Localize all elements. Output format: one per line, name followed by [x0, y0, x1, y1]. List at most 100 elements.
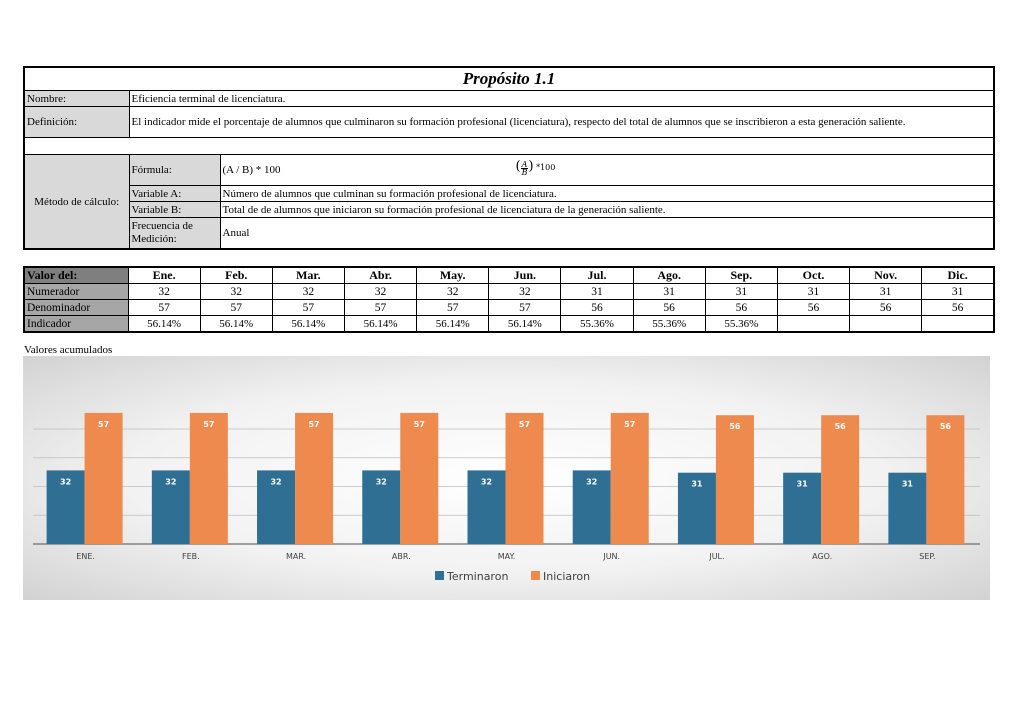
month-header-cell: Nov.: [849, 266, 923, 284]
variable-b-value: Total de de alumnos que iniciaron su for…: [219, 201, 995, 218]
month-header-cell: Mar.: [271, 266, 345, 284]
bar-value-label: 31: [691, 480, 703, 489]
denominador-cell: 57: [343, 299, 418, 316]
indicador-cell: 56.14%: [199, 315, 273, 333]
bar-iniciaron: [84, 412, 123, 544]
numerador-cell: 32: [343, 283, 418, 300]
formula-value: (A / B) * 100: [222, 164, 281, 176]
bar-iniciaron: [189, 412, 228, 544]
denominador-cell: 57: [488, 299, 562, 316]
denominador-cell: 56: [849, 299, 923, 316]
bar-iniciaron: [505, 412, 544, 544]
nombre-value: Eficiencia terminal de licenciatura.: [128, 90, 995, 107]
denominador-label: Denominador: [23, 299, 129, 316]
indicador-cell: [849, 315, 923, 333]
bar-value-label: 56: [940, 422, 952, 431]
x-tick-label: SEP.: [919, 552, 935, 561]
bar-iniciaron: [400, 412, 439, 544]
variable-a-value: Número de alumnos que culminan su formac…: [219, 185, 995, 202]
denominador-cell: 56: [704, 299, 778, 316]
bar-value-label: 32: [270, 477, 281, 486]
bar-value-label: 57: [98, 420, 109, 429]
bar-value-label: 32: [60, 477, 71, 486]
indicador-cell: 55.36%: [704, 315, 778, 333]
indicador-cell: 55.36%: [560, 315, 634, 333]
indicador-cell: 56.14%: [343, 315, 418, 333]
month-header-cell: Jul.: [560, 266, 634, 284]
denominador-cell: 56: [632, 299, 706, 316]
bar-value-label: 32: [376, 477, 387, 486]
frecuencia-value: Anual: [219, 217, 995, 250]
denominador-cell: 56: [776, 299, 851, 316]
bar-value-label: 32: [586, 477, 597, 486]
definicion-value: El indicador mide el porcentaje de alumn…: [128, 106, 995, 138]
legend-label-iniciaron: Iniciaron: [543, 570, 590, 583]
numerador-cell: 32: [199, 283, 273, 300]
variable-a-label: Variable A:: [128, 185, 221, 202]
bar-value-label: 31: [902, 480, 914, 489]
bar-iniciaron: [610, 412, 649, 544]
bar-terminaron: [46, 470, 85, 544]
x-tick-label: AGO.: [812, 552, 832, 561]
bar-terminaron: [783, 472, 822, 544]
indicador-cell: [776, 315, 851, 333]
chart-canvas: 32 57 ENE. 32 57 FEB. 32 57 MAR. 32 57 ABR. 32 57 MAY.…: [33, 412, 980, 583]
legend-label-terminaron: Terminaron: [446, 570, 508, 583]
bar-iniciaron: [295, 412, 334, 544]
bar-terminaron: [572, 470, 611, 544]
numerador-cell: 32: [127, 283, 201, 300]
numerador-label: Numerador: [23, 283, 129, 300]
denominador-cell: 57: [271, 299, 345, 316]
bar-value-label: 56: [835, 422, 847, 431]
bar-value-label: 56: [729, 422, 741, 431]
bar-value-label: 57: [519, 420, 530, 429]
bar-value-label: 57: [203, 420, 214, 429]
denominador-cell: 57: [416, 299, 490, 316]
bar-terminaron: [362, 470, 401, 544]
month-header-cell: Dic.: [921, 266, 995, 284]
indicator-sheet: Propósito 1.1 Nombre: Eficiencia termina…: [23, 66, 995, 333]
x-tick-label: JUN.: [602, 552, 620, 561]
spacer-row: [23, 137, 995, 155]
values-table: Valor del: Ene. Feb. Mar. Abr. May. Jun. Jul. A…: [23, 266, 995, 333]
month-header-cell: Oct.: [776, 266, 851, 284]
numerador-cell: 32: [416, 283, 490, 300]
x-tick-label: MAY.: [498, 552, 516, 561]
legend-swatch-iniciaron: [531, 571, 540, 580]
accumulated-bar-chart: 32 57 ENE. 32 57 FEB. 32 57 MAR. 32 57 ABR. 32 57 MAY.…: [23, 356, 990, 600]
month-header-cell: Feb.: [199, 266, 273, 284]
month-header-cell: Ene.: [127, 266, 201, 284]
metodo-label: Método de cálculo:: [23, 154, 130, 250]
accumulated-values-label: Valores acumulados: [24, 344, 113, 356]
indicator-info-table: Propósito 1.1 Nombre: Eficiencia termina…: [23, 66, 995, 250]
bar-terminaron: [888, 472, 927, 544]
indicador-label: Indicador: [23, 315, 129, 333]
indicador-cell: 56.14%: [271, 315, 345, 333]
indicador-cell: 56.14%: [127, 315, 201, 333]
legend-swatch-terminaron: [435, 571, 444, 580]
frecuencia-label: Frecuencia de Medición:: [128, 217, 221, 250]
bar-value-label: 57: [624, 420, 635, 429]
month-header-cell: Sep.: [704, 266, 778, 284]
bar-iniciaron: [715, 415, 754, 544]
denominador-cell: 57: [199, 299, 273, 316]
indicador-cell: 56.14%: [488, 315, 562, 333]
bar-value-label: 57: [308, 420, 319, 429]
denominador-cell: 56: [921, 299, 995, 316]
bar-terminaron: [151, 470, 190, 544]
nombre-label: Nombre:: [23, 90, 130, 107]
bar-value-label: 31: [797, 480, 809, 489]
x-tick-label: ABR.: [392, 552, 411, 561]
formula-label: Fórmula:: [128, 154, 221, 186]
numerador-cell: 31: [704, 283, 778, 300]
indicador-cell: 56.14%: [416, 315, 490, 333]
bar-terminaron: [257, 470, 296, 544]
formula-fraction: (A B) *100: [515, 159, 556, 177]
bar-value-label: 32: [165, 477, 176, 486]
definicion-label: Definición:: [23, 106, 130, 138]
formula-cell: (A / B) * 100 (A B) *100: [219, 154, 995, 186]
variable-b-label: Variable B:: [128, 201, 221, 218]
denominador-cell: 57: [127, 299, 201, 316]
page-title: Propósito 1.1: [23, 66, 995, 91]
x-tick-label: ENE.: [76, 552, 95, 561]
